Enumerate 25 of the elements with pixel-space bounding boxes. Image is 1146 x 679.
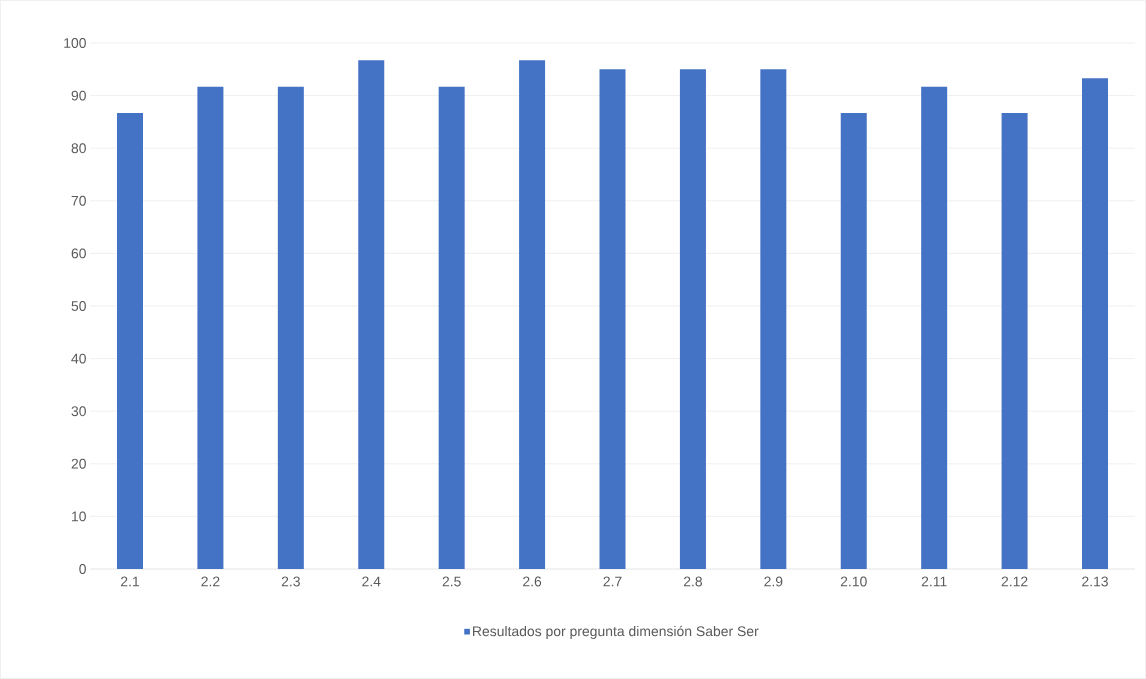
y-tick-label: 30 (71, 406, 86, 417)
y-tick-label: 70 (71, 195, 86, 206)
y-tick-label: 10 (72, 511, 86, 522)
x-tick-label: 2.2 (201, 576, 220, 587)
x-tick-label: 2.9 (764, 576, 783, 587)
legend-label: Resultados por pregunta dimensión Saber Ser (473, 625, 759, 639)
x-tick-label: 2.5 (442, 576, 461, 587)
x-tick-label: 2.13 (1082, 576, 1108, 587)
y-tick-label: 20 (71, 458, 86, 469)
x-tick-label: 2.4 (362, 576, 381, 587)
y-tick-label: 50 (71, 301, 86, 311)
x-tick-label: 2.3 (281, 576, 300, 587)
x-tick-label: 2.11 (921, 576, 947, 587)
y-tick-label: 90 (71, 90, 86, 101)
y-tick-label: 0 (79, 564, 86, 574)
x-tick-label: 2.6 (523, 576, 542, 587)
y-tick-label: 40 (71, 353, 86, 364)
x-tick-label: 2.10 (840, 576, 867, 587)
x-tick-label: 2.8 (683, 576, 703, 587)
y-tick-label: 80 (71, 143, 86, 154)
x-tick-label: 2.7 (603, 576, 622, 587)
y-tick-label: 100 (64, 38, 86, 48)
x-tick-label: 2.12 (1001, 576, 1028, 587)
x-tick-label: 2.1 (121, 576, 140, 587)
y-tick-label: 60 (71, 248, 86, 259)
